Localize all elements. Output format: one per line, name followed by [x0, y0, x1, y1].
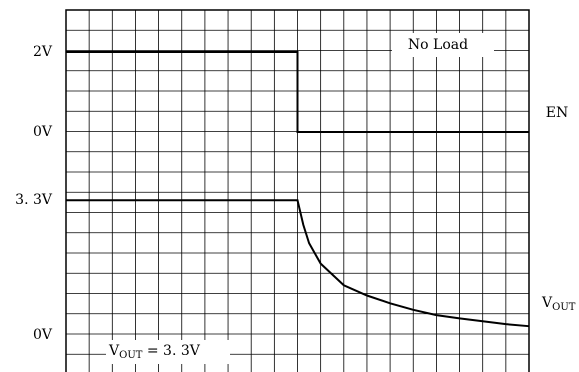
y-tick-label: 2V [33, 44, 53, 60]
series-label: VOUT [541, 295, 576, 313]
annotation-sub: OUT [119, 350, 143, 361]
annotation-bg [392, 33, 494, 57]
y-tick-label: 0V [33, 124, 53, 140]
y-tick-label: 0V [33, 327, 53, 343]
label-sub: OUT [552, 302, 576, 313]
label-main: V [541, 295, 553, 311]
annotation: VOUT = 3. 3V [108, 343, 201, 361]
trace [66, 199, 530, 328]
annotation-main: V [108, 343, 120, 359]
series-label: EN [546, 105, 568, 121]
frame [65, 9, 530, 372]
y-tick-label: 3. 3V [15, 192, 53, 208]
annotation: No Load [408, 37, 468, 53]
trace [66, 51, 529, 133]
annotation-rest: = 3. 3V [142, 343, 200, 359]
annotation-bg [106, 340, 230, 364]
